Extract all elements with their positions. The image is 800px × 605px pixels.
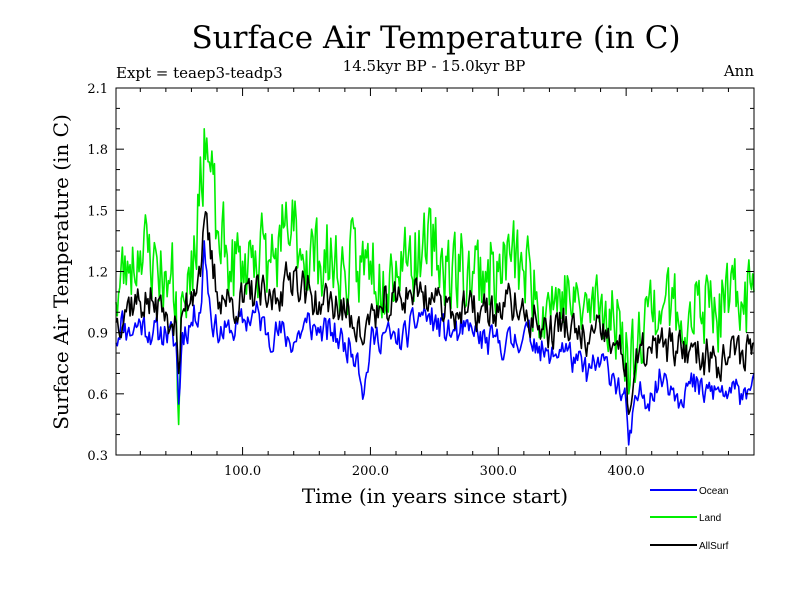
plot-lines [115, 127, 755, 446]
y-tick-label: 1.5 [87, 204, 108, 219]
series-line-land [115, 127, 755, 426]
x-tick-label: 400.0 [608, 464, 645, 479]
y-axis-label: Surface Air Temperature (in C) [49, 114, 73, 430]
series-line-ocean [115, 240, 755, 446]
y-tick-label: 0.6 [87, 388, 108, 403]
x-tick-label: 100.0 [224, 464, 261, 479]
y-tick-label: 1.2 [87, 266, 108, 281]
x-tick-label: 200.0 [352, 464, 389, 479]
chart-title: Surface Air Temperature (in C) [191, 20, 680, 56]
legend: Ocean Land AllSurf [650, 486, 729, 552]
axis-ticks: 100.0 200.0 300.0 400.0 0.3 0.6 0.9 1.2 1.5 1.8 2.… [87, 82, 755, 479]
experiment-label: Expt = teaep3-teadp3 [116, 64, 283, 82]
legend-label-allsurf: AllSurf [699, 541, 729, 552]
season-label: Ann [723, 62, 754, 80]
y-tick-label: 1.8 [87, 143, 108, 158]
series-line-allsurf [115, 211, 755, 416]
x-axis-label: Time (in years since start) [302, 484, 568, 508]
chart-subtitle: 14.5kyr BP - 15.0kyr BP [343, 57, 526, 75]
y-tick-label: 0.3 [87, 449, 108, 464]
x-tick-label: 300.0 [480, 464, 517, 479]
legend-label-land: Land [699, 513, 721, 524]
y-tick-label: 2.1 [87, 82, 108, 97]
y-tick-label: 0.9 [87, 327, 108, 342]
legend-label-ocean: Ocean [699, 486, 728, 497]
